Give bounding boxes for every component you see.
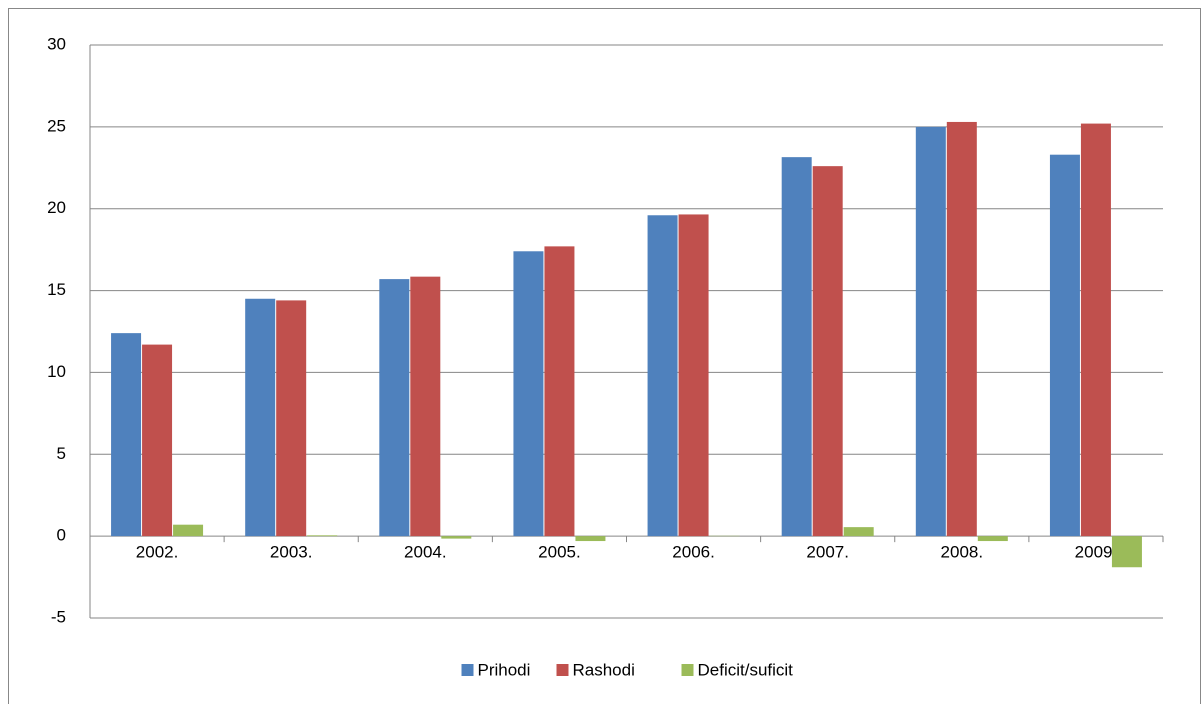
legend-swatch: [462, 664, 474, 676]
bar: [307, 535, 337, 536]
x-tick-label: 2002.: [136, 543, 179, 562]
bar: [648, 215, 678, 536]
bar: [441, 536, 471, 538]
y-tick-label: 25: [47, 116, 66, 135]
chart-frame: [9, 9, 1201, 705]
legend-swatch: [557, 664, 569, 676]
y-tick-label: 30: [47, 34, 66, 53]
bar: [782, 157, 812, 536]
x-tick-label: 2008.: [941, 543, 984, 562]
legend-swatch: [682, 664, 694, 676]
y-tick-label: 5: [57, 444, 66, 463]
x-tick-label: 2003.: [270, 543, 313, 562]
bar: [142, 345, 172, 537]
x-tick-label: 2006.: [672, 543, 715, 562]
bar: [173, 525, 203, 536]
y-tick-label: -5: [51, 607, 66, 626]
bar: [916, 127, 946, 536]
bar: [410, 277, 440, 536]
x-tick-label: 2007.: [806, 543, 849, 562]
bar: [111, 333, 141, 536]
bar: [575, 536, 605, 541]
y-tick-label: 10: [47, 362, 66, 381]
bar: [379, 279, 409, 536]
bar: [544, 246, 574, 536]
bar: [844, 527, 874, 536]
legend-label: Prihodi: [478, 660, 531, 679]
y-tick-label: 15: [47, 280, 66, 299]
bar: [513, 251, 543, 536]
bar: [1081, 124, 1111, 537]
bar: [813, 166, 843, 536]
bar: [978, 536, 1008, 541]
x-tick-label: 2005.: [538, 543, 581, 562]
x-tick-label: 2004.: [404, 543, 447, 562]
bar: [245, 299, 275, 536]
legend-label: Rashodi: [573, 660, 635, 679]
y-tick-label: 20: [47, 198, 66, 217]
y-tick-label: 0: [57, 526, 66, 545]
bar: [1050, 155, 1080, 536]
bar: [276, 300, 306, 536]
legend-label: Deficit/suficit: [698, 660, 794, 679]
x-tick-label: 2009.: [1075, 543, 1118, 562]
bar: [947, 122, 977, 536]
bar: [679, 214, 709, 536]
bar: [1112, 536, 1142, 567]
